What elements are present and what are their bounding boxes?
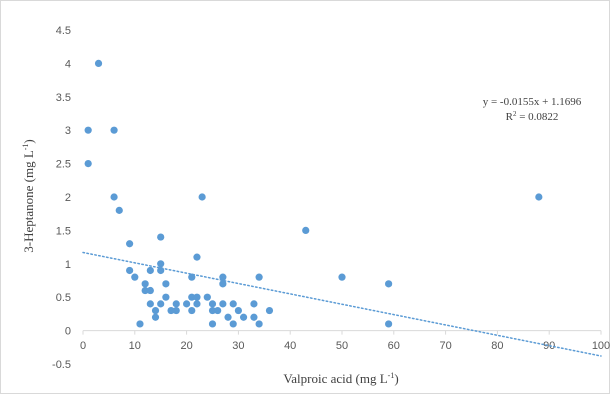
data-point bbox=[229, 300, 237, 308]
data-point bbox=[265, 306, 274, 315]
data-point bbox=[219, 273, 227, 281]
data-point bbox=[219, 280, 227, 288]
y-tick-label: 0.5 bbox=[56, 292, 71, 304]
x-tick-label: 50 bbox=[336, 340, 348, 352]
x-tick-label: 100 bbox=[592, 340, 610, 352]
y-tick-label: 2 bbox=[65, 192, 71, 204]
data-point bbox=[193, 253, 201, 261]
data-point bbox=[188, 306, 196, 315]
data-point bbox=[229, 320, 237, 328]
y-tick-label: 3.5 bbox=[56, 92, 71, 104]
data-point bbox=[302, 226, 310, 234]
x-tick-label: 70 bbox=[439, 340, 451, 352]
data-point bbox=[535, 193, 543, 201]
data-point bbox=[188, 293, 196, 301]
r-squared-label: R2 = 0.0822 bbox=[506, 110, 559, 123]
data-point bbox=[172, 306, 180, 315]
r-squared-prefix: R bbox=[506, 111, 514, 123]
trendline-equation: y = -0.0155x + 1.1696 bbox=[483, 96, 582, 108]
data-point bbox=[203, 293, 211, 301]
data-point bbox=[84, 126, 92, 134]
y-tick-label: 4.5 bbox=[56, 25, 71, 37]
data-point bbox=[94, 59, 103, 67]
data-point bbox=[146, 266, 154, 275]
data-point bbox=[172, 300, 180, 308]
data-point bbox=[131, 273, 139, 281]
data-point bbox=[136, 320, 144, 328]
x-tick-label: 80 bbox=[491, 340, 503, 352]
data-point bbox=[255, 273, 263, 281]
data-points bbox=[84, 59, 543, 328]
data-point bbox=[157, 266, 165, 275]
x-tick-label: 20 bbox=[180, 340, 192, 352]
data-point bbox=[146, 300, 154, 308]
data-point bbox=[162, 293, 170, 301]
x-tick-label: 10 bbox=[129, 340, 141, 352]
data-point bbox=[255, 320, 263, 328]
data-point bbox=[385, 320, 393, 328]
data-point bbox=[126, 240, 134, 248]
data-point bbox=[151, 306, 160, 315]
y-axis-title-main: 3-Heptanone (mg L bbox=[21, 150, 36, 253]
data-point bbox=[167, 306, 175, 315]
data-point bbox=[250, 313, 258, 321]
x-axis-title-main: Valproic acid (mg L bbox=[283, 371, 387, 386]
data-point bbox=[157, 233, 165, 241]
data-point bbox=[385, 280, 393, 288]
y-axis-title: 3-Heptanone (mg L-1) bbox=[21, 139, 36, 253]
trendline bbox=[82, 251, 602, 357]
r-squared-superscript: 2 bbox=[513, 110, 517, 118]
data-point bbox=[208, 320, 217, 328]
data-point bbox=[146, 286, 154, 295]
data-point bbox=[193, 300, 201, 308]
data-point bbox=[198, 193, 206, 201]
y-tick-labels: -0.5 0 0.5 1 1.5 2 2.5 3 3.5 4 4.5 bbox=[52, 25, 71, 371]
y-tick-label: 2.5 bbox=[56, 159, 71, 171]
data-point bbox=[188, 273, 196, 281]
data-point bbox=[214, 306, 222, 315]
data-point bbox=[193, 293, 201, 301]
x-axis-title: Valproic acid (mg L-1) bbox=[283, 371, 398, 386]
data-point bbox=[115, 206, 123, 214]
r-squared-value: = 0.0822 bbox=[516, 111, 558, 123]
data-point bbox=[219, 300, 227, 308]
data-point bbox=[208, 300, 217, 308]
data-point bbox=[234, 306, 242, 315]
data-point bbox=[239, 313, 248, 321]
y-tick-label: 1.5 bbox=[56, 225, 71, 237]
y-axis-title-end: ) bbox=[21, 139, 36, 143]
data-point bbox=[151, 313, 160, 321]
data-point bbox=[157, 300, 165, 308]
y-tick-label: 0 bbox=[65, 326, 71, 338]
x-tick-label: 60 bbox=[388, 340, 400, 352]
y-tick-label: 3 bbox=[65, 125, 71, 137]
y-axis-title-superscript: -1 bbox=[21, 144, 30, 151]
y-tick-label: -0.5 bbox=[52, 359, 71, 371]
data-point bbox=[338, 273, 346, 281]
data-point bbox=[141, 286, 149, 295]
data-point bbox=[110, 126, 118, 134]
data-point bbox=[141, 280, 149, 288]
x-tick-label: 0 bbox=[80, 340, 86, 352]
data-point bbox=[250, 300, 258, 308]
x-tick-label: 30 bbox=[232, 340, 244, 352]
data-point bbox=[183, 300, 191, 308]
data-point bbox=[162, 280, 170, 288]
data-point bbox=[110, 193, 118, 201]
x-axis-ticks bbox=[82, 330, 602, 335]
x-axis-title-end: ) bbox=[394, 371, 398, 386]
y-tick-label: 4 bbox=[65, 58, 71, 70]
data-point bbox=[126, 266, 134, 275]
y-tick-label: 1 bbox=[65, 259, 71, 271]
data-point bbox=[84, 160, 92, 168]
data-point bbox=[208, 306, 217, 315]
x-tick-label: 40 bbox=[284, 340, 296, 352]
data-point bbox=[157, 260, 165, 268]
x-axis-title-superscript: -1 bbox=[388, 371, 395, 380]
data-point bbox=[224, 313, 232, 321]
